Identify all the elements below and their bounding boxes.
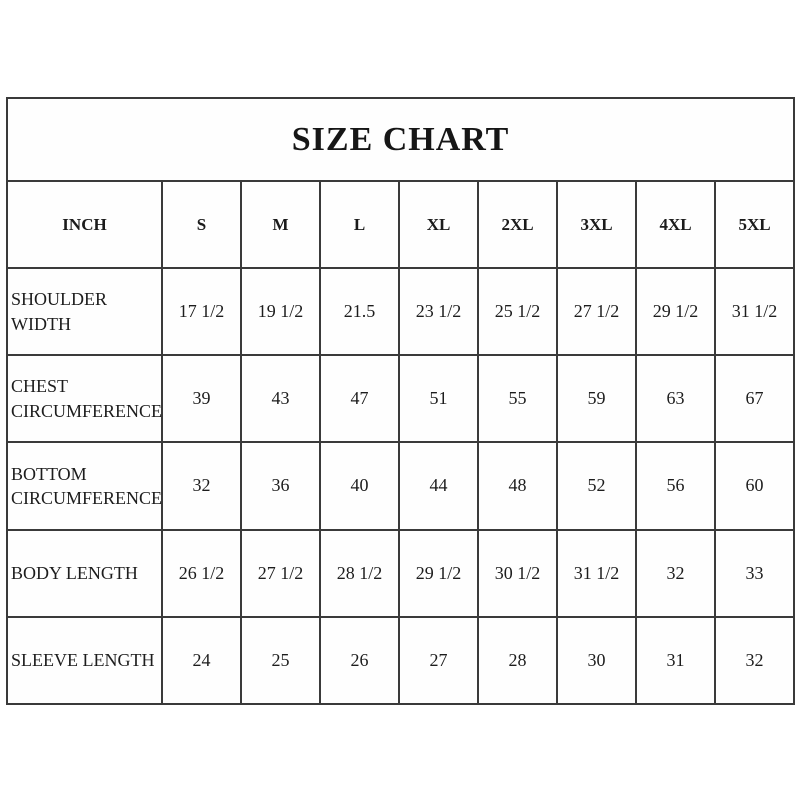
row-label: BODY LENGTH: [6, 528, 163, 618]
size-header-cell: XL: [398, 180, 479, 269]
value-cell: 48: [477, 441, 558, 531]
value-cell: 51: [398, 354, 479, 444]
table-row: BOTTOM CIRCUMFERENCE 32 36 40 44 48 52 56 60: [6, 441, 796, 531]
size-header-cell: 5XL: [713, 180, 796, 269]
value-cell: 25: [240, 615, 321, 706]
value-cell: 27: [398, 615, 479, 706]
value-cell: 29 1/2: [635, 266, 716, 357]
unit-header-cell: INCH: [6, 180, 163, 269]
value-cell: 59: [556, 354, 637, 444]
title-row: SIZE CHART: [5, 97, 796, 182]
table-row: CHEST CIRCUMFERENCE 39 43 47 51 55 59 63 67: [6, 354, 796, 444]
value-cell: 19 1/2: [240, 266, 321, 357]
value-cell: 47: [319, 354, 400, 444]
value-cell: 55: [477, 354, 558, 444]
value-cell: 60: [713, 441, 796, 531]
value-cell: 25 1/2: [477, 266, 558, 357]
value-cell: 32: [713, 615, 796, 706]
size-chart-table-container: SIZE CHART INCH S M L XL 2XL 3XL 4XL 5XL SHOULDE…: [5, 97, 796, 706]
value-cell: 32: [161, 441, 242, 531]
value-cell: 33: [713, 528, 796, 618]
value-cell: 30: [556, 615, 637, 706]
value-cell: 67: [713, 354, 796, 444]
table-row: SHOULDER WIDTH 17 1/2 19 1/2 21.5 23 1/2 25 1…: [6, 266, 796, 357]
row-label: CHEST CIRCUMFERENCE: [6, 354, 163, 444]
size-header-cell: L: [319, 180, 400, 269]
value-cell: 39: [161, 354, 242, 444]
value-cell: 28 1/2: [319, 528, 400, 618]
value-cell: 40: [319, 441, 400, 531]
value-cell: 56: [635, 441, 716, 531]
row-label: SLEEVE LENGTH: [6, 615, 163, 706]
chart-title: SIZE CHART: [5, 97, 796, 182]
size-header-cell: 4XL: [635, 180, 716, 269]
value-cell: 24: [161, 615, 242, 706]
row-label: BOTTOM CIRCUMFERENCE: [6, 441, 163, 531]
value-cell: 26 1/2: [161, 528, 242, 618]
size-chart-table: SIZE CHART INCH S M L XL 2XL 3XL 4XL 5XL SHOULDE…: [5, 97, 796, 706]
value-cell: 44: [398, 441, 479, 531]
table-row: SLEEVE LENGTH 24 25 26 27 28 30 31 32: [6, 615, 796, 706]
size-header-cell: S: [161, 180, 242, 269]
size-header-cell: M: [240, 180, 321, 269]
value-cell: 31 1/2: [556, 528, 637, 618]
row-label: SHOULDER WIDTH: [6, 266, 163, 357]
value-cell: 26: [319, 615, 400, 706]
value-cell: 17 1/2: [161, 266, 242, 357]
value-cell: 36: [240, 441, 321, 531]
value-cell: 30 1/2: [477, 528, 558, 618]
value-cell: 63: [635, 354, 716, 444]
value-cell: 52: [556, 441, 637, 531]
table-row: BODY LENGTH 26 1/2 27 1/2 28 1/2 29 1/2 30 1/…: [6, 528, 796, 618]
size-header-cell: 3XL: [556, 180, 637, 269]
header-row: INCH S M L XL 2XL 3XL 4XL 5XL: [6, 180, 796, 269]
value-cell: 31 1/2: [713, 266, 796, 357]
value-cell: 28: [477, 615, 558, 706]
value-cell: 27 1/2: [556, 266, 637, 357]
value-cell: 29 1/2: [398, 528, 479, 618]
value-cell: 27 1/2: [240, 528, 321, 618]
value-cell: 32: [635, 528, 716, 618]
value-cell: 43: [240, 354, 321, 444]
size-header-cell: 2XL: [477, 180, 558, 269]
value-cell: 31: [635, 615, 716, 706]
value-cell: 23 1/2: [398, 266, 479, 357]
value-cell: 21.5: [319, 266, 400, 357]
